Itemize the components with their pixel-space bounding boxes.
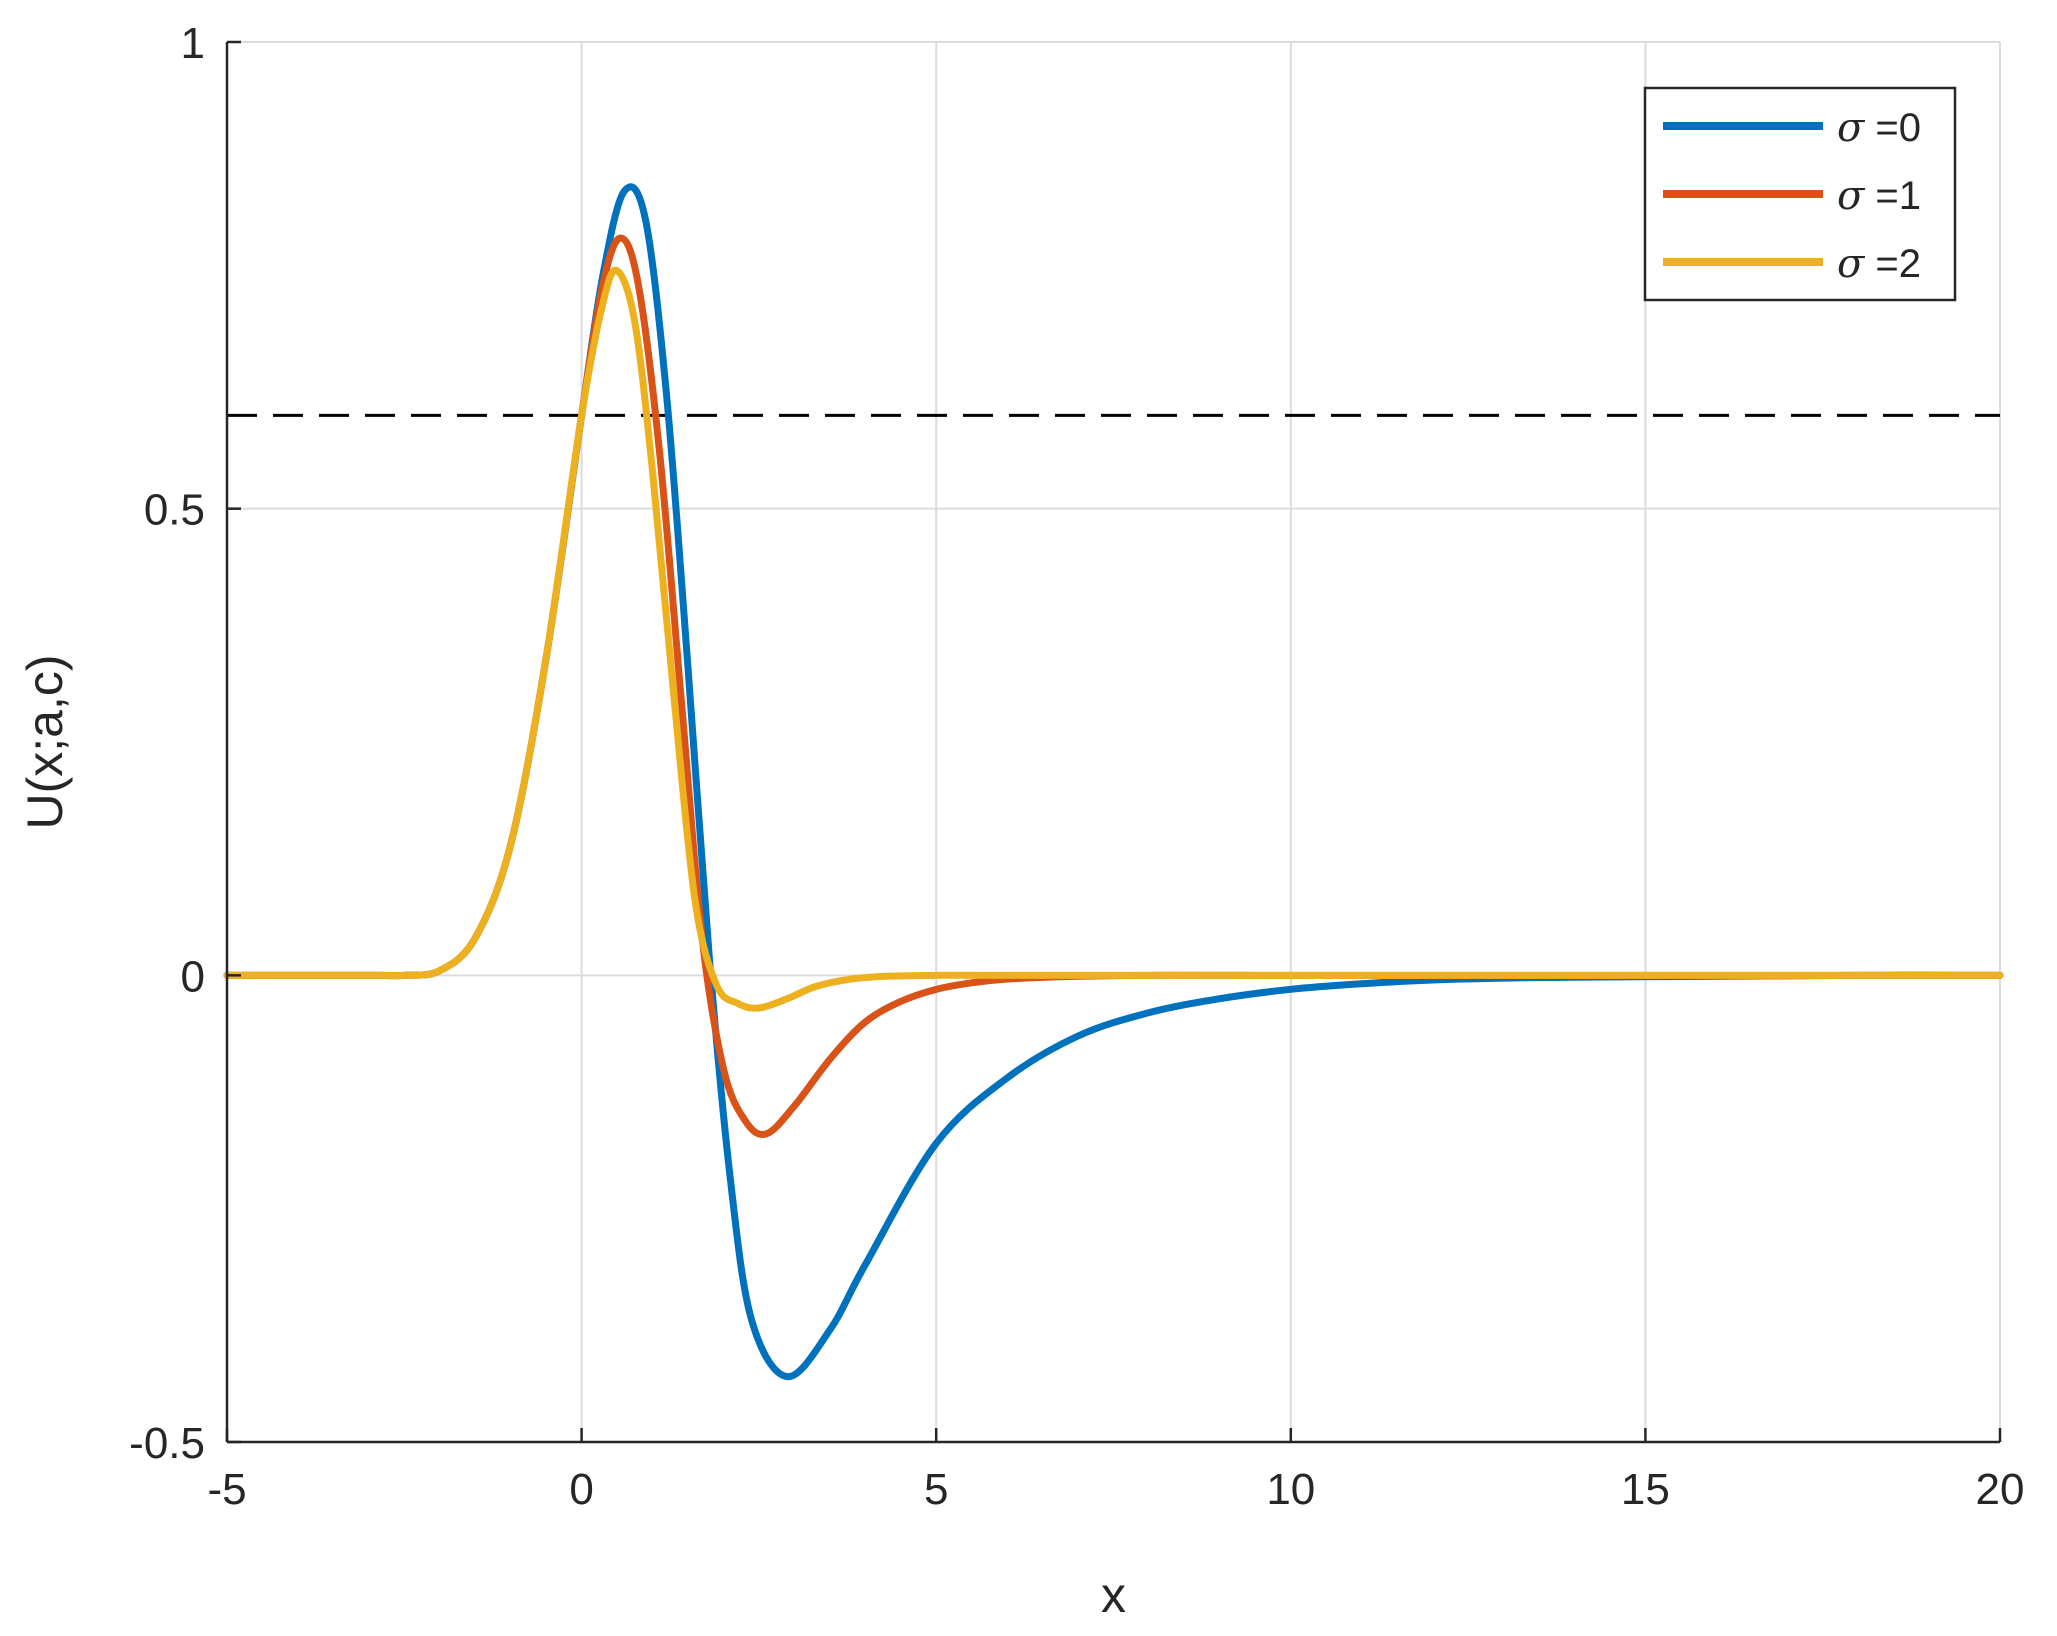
legend: σ =0σ =1σ =2 — [1643, 86, 1957, 302]
series-line-2 — [223, 266, 2004, 1012]
y-tick-label: 1 — [181, 19, 205, 68]
legend-sigma-symbol: σ — [1837, 105, 1866, 151]
legend-label-0: σ =0 — [1837, 105, 1921, 151]
x-tick-label: 10 — [1266, 1465, 1315, 1514]
x-axis-label: x — [1101, 1567, 1126, 1623]
x-tick-label: 20 — [1976, 1465, 2025, 1514]
legend-label-2: σ =2 — [1837, 241, 1921, 287]
tick-labels: -5 0 5 10 15 20 -0.5 0 0.5 1 — [129, 19, 2024, 1514]
x-tick-label: 5 — [924, 1465, 948, 1514]
series-layer — [223, 183, 2004, 1381]
y-tick-label: 0.5 — [144, 486, 205, 535]
legend-value: =0 — [1864, 106, 1921, 150]
x-tick-label: 0 — [569, 1465, 593, 1514]
axes — [225, 40, 2002, 1444]
legend-sigma-symbol: σ — [1837, 173, 1866, 219]
y-tick-label: 0 — [181, 952, 205, 1001]
legend-value: =1 — [1864, 174, 1921, 218]
x-tick-label: 15 — [1621, 1465, 1670, 1514]
x-tick-label: -5 — [207, 1465, 246, 1514]
legend-sigma-symbol: σ — [1837, 241, 1866, 287]
y-tick-label: -0.5 — [129, 1419, 205, 1468]
y-axis-label: U(x;a,c) — [17, 655, 73, 830]
legend-value: =2 — [1864, 242, 1921, 286]
legend-label-1: σ =1 — [1837, 173, 1921, 219]
